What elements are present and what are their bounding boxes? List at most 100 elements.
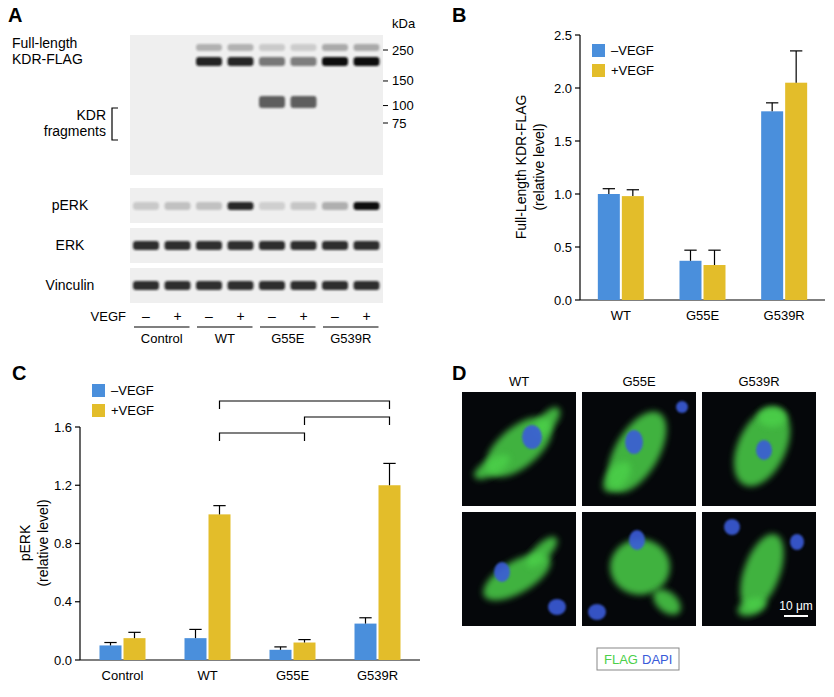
blot-strip <box>130 188 383 223</box>
band-label: Full-length <box>12 35 77 51</box>
y-axis-label: (relative level) <box>35 499 51 586</box>
lane-group-line <box>134 326 190 327</box>
x-tick-label: G539R <box>764 308 805 323</box>
significance-bracket <box>305 417 390 425</box>
cell <box>648 584 685 620</box>
nucleus <box>522 425 542 449</box>
cell <box>758 407 786 427</box>
blot-band <box>133 202 159 210</box>
blot-band <box>196 241 222 250</box>
blot-band <box>354 281 380 290</box>
blot-smear <box>196 44 222 51</box>
lane-group-line <box>323 326 379 327</box>
treatment-sign: – <box>205 308 213 324</box>
error-bar <box>213 506 225 515</box>
blot-band <box>196 57 222 66</box>
treatment-sign: + <box>173 308 181 324</box>
marker-label: 75 <box>392 116 406 131</box>
marker-tick <box>383 123 388 124</box>
cells <box>588 530 686 620</box>
nucleus <box>548 599 566 615</box>
bar <box>704 265 726 300</box>
error-bar <box>359 618 371 624</box>
y-tick <box>575 193 580 194</box>
micrograph-bg <box>702 392 816 506</box>
treatment-sign: – <box>331 308 339 324</box>
strip-label: ERK <box>56 237 85 253</box>
bar <box>124 638 146 660</box>
y-tick <box>575 299 580 300</box>
band-label: KDR <box>76 107 106 123</box>
legend-label: –VEGF <box>611 43 654 58</box>
error-bar <box>274 647 286 650</box>
treatment-label: VEGF <box>91 309 126 324</box>
legend-swatch <box>592 44 605 57</box>
cell <box>598 457 636 497</box>
error-cap <box>790 50 802 51</box>
error-cap <box>298 639 310 640</box>
error-line <box>796 51 797 83</box>
cell <box>735 594 769 619</box>
blot-band <box>322 202 348 210</box>
stain-label: DAPI <box>642 652 672 667</box>
nucleus <box>790 534 804 550</box>
error-bar <box>383 463 395 485</box>
legend-swatch <box>92 404 105 417</box>
marker-label: 100 <box>392 98 414 113</box>
treatment-sign: + <box>299 308 307 324</box>
blot-band <box>228 281 254 290</box>
legend-swatch <box>592 64 605 77</box>
blot-smear <box>354 44 380 51</box>
cells <box>471 403 565 488</box>
error-cap <box>766 102 778 103</box>
y-tick <box>75 543 80 544</box>
blot-band <box>165 241 191 250</box>
nucleus <box>724 519 740 535</box>
marker-tick <box>383 80 388 81</box>
marker-tick <box>383 50 388 51</box>
y-tick <box>75 659 80 660</box>
blot-band <box>228 241 254 250</box>
legend-swatch <box>92 384 105 397</box>
y-tick-label: 0.5 <box>554 240 572 255</box>
figure: B0.00.51.01.52.02.5Full-Length KDR-FLAG(… <box>0 0 834 697</box>
blot-strip <box>130 35 383 175</box>
y-tick-label: 0.0 <box>554 293 572 308</box>
band-label: fragments <box>44 123 106 139</box>
error-bar <box>708 250 720 265</box>
y-tick-label: 0.8 <box>54 536 72 551</box>
bar <box>185 638 207 660</box>
error-bar <box>128 632 140 638</box>
kda-label: kDa <box>392 16 416 31</box>
cell <box>595 402 678 502</box>
fragment-bracket <box>112 108 118 140</box>
column-label: G539R <box>738 374 779 389</box>
error-line <box>134 632 135 638</box>
micrograph <box>702 392 816 506</box>
micrograph <box>582 512 696 626</box>
y-axis-label: pERK <box>17 524 33 561</box>
error-bar <box>603 189 615 194</box>
panel-label: D <box>452 362 466 384</box>
error-cap <box>359 617 371 618</box>
micrograph <box>582 392 696 506</box>
error-cap <box>104 642 116 643</box>
nucleus <box>588 604 606 620</box>
x-tick-label: G539R <box>357 668 398 683</box>
nucleus <box>676 401 688 413</box>
blot-band <box>196 281 222 290</box>
y-tick-label: 2.0 <box>554 81 572 96</box>
blot-band <box>291 241 317 250</box>
legend-label: +VEGF <box>111 403 154 418</box>
fragment-band <box>291 96 317 108</box>
error-cap <box>128 632 140 633</box>
error-bar <box>684 250 696 261</box>
lane-group-line <box>197 326 253 327</box>
y-tick <box>575 140 580 141</box>
y-tick-label: 0.4 <box>54 594 72 609</box>
y-tick-label: 0.0 <box>54 653 72 668</box>
nucleus <box>756 440 772 460</box>
blot-smear <box>259 44 285 51</box>
error-line <box>195 629 196 638</box>
legend-label: +VEGF <box>611 63 654 78</box>
